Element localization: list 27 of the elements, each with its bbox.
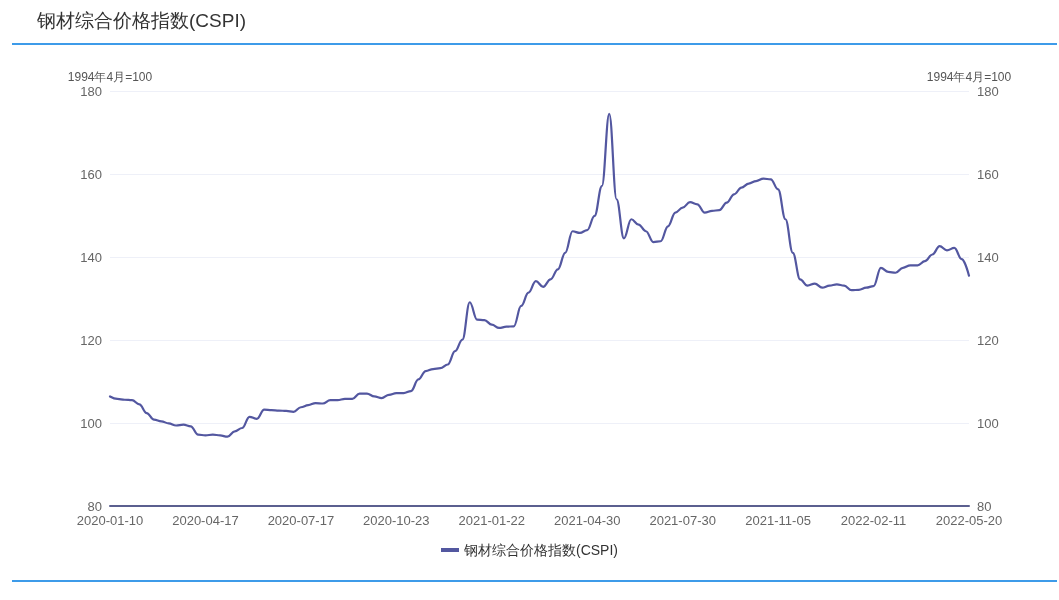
x-tick-label: 2022-02-11 — [840, 513, 907, 528]
y-tick-label: 100 — [80, 415, 102, 431]
x-tick-label: 2022-05-20 — [935, 513, 1003, 528]
y2-tick-label: 140 — [977, 249, 999, 265]
x-tick-label: 2021-07-30 — [649, 513, 716, 528]
y2-tick-label: 120 — [977, 332, 999, 348]
line-series — [108, 112, 971, 438]
y-tick-label: 180 — [80, 83, 102, 99]
y-axis-title: 1994年4月=100 — [67, 70, 153, 84]
chart-title: 钢材综合价格指数(CSPI) — [36, 10, 246, 31]
x-tick-label: 2021-01-22 — [458, 513, 526, 528]
x-tick-label: 2020-07-17 — [267, 513, 335, 528]
y-tick-label: 120 — [80, 332, 102, 348]
y2-tick-label: 100 — [977, 415, 999, 431]
x-tick-label: 2021-11-05 — [745, 513, 811, 528]
y2-tick-label: 160 — [977, 166, 999, 182]
y2-tick-label: 180 — [977, 83, 999, 99]
y2-axis-title: 1994年4月=100 — [926, 70, 1012, 84]
y-tick-label: 140 — [80, 249, 102, 265]
x-tick-label: 2020-01-10 — [76, 513, 144, 528]
x-tick-label: 2020-10-23 — [363, 513, 430, 528]
y-tick-label: 80 — [87, 498, 102, 514]
x-tick-label: 2021-04-30 — [553, 513, 621, 528]
legend-label: 钢材综合价格指数(CSPI) — [463, 542, 618, 558]
y2-tick-label: 80 — [977, 498, 992, 514]
y-tick-label: 160 — [80, 166, 102, 182]
x-tick-label: 2020-04-17 — [172, 513, 239, 528]
